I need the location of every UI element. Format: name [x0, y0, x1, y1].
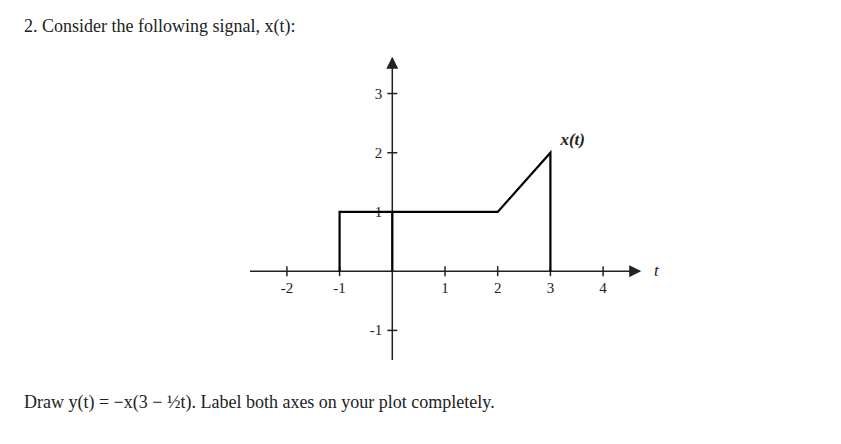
title: 2. Consider the following signal, x(t): [24, 16, 295, 37]
x-tick [286, 266, 288, 276]
x-axis-label: t [654, 261, 660, 280]
annotation: Draw y(t) = −x(3 − ½t). Label both axes … [24, 392, 495, 413]
x-tick-label: 1 [441, 280, 449, 296]
y-tick-label: 3 [375, 86, 383, 102]
y-tick [387, 152, 397, 154]
y-tick [387, 93, 397, 95]
x-tick-label: 3 [547, 280, 555, 296]
y-tick-label: -1 [370, 322, 383, 338]
y-tick [387, 330, 397, 332]
x-tick-label: 4 [599, 280, 607, 296]
y-axis [392, 58, 394, 360]
x-tick-label: 2 [494, 280, 502, 296]
x-tick [602, 266, 604, 276]
x-tick-label: -1 [333, 280, 346, 296]
chart: 2. Consider the following signal, x(t): -… [0, 0, 841, 444]
x-tick [497, 266, 499, 276]
x-tick-label: -2 [281, 280, 294, 296]
series-label: x(t) [559, 130, 585, 149]
signal-line [391, 212, 393, 271]
plot-area [340, 153, 551, 271]
x-tick [444, 266, 446, 276]
signal-line [340, 153, 551, 271]
y-tick-label: 2 [375, 145, 383, 161]
